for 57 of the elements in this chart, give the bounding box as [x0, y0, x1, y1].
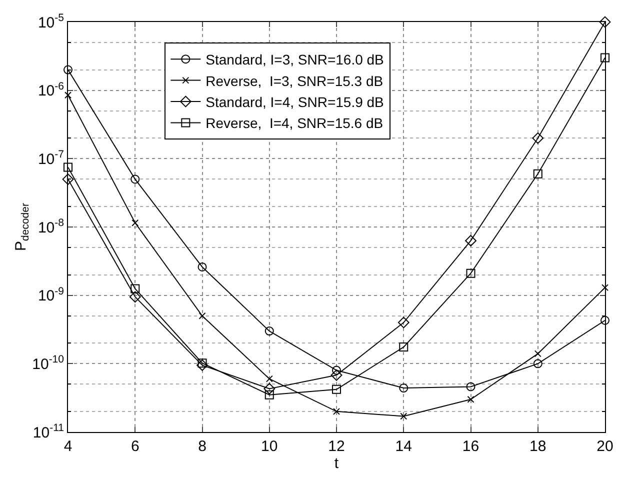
x-tick-label: 16	[462, 438, 480, 455]
point	[64, 65, 72, 74]
x-tick-label: 14	[395, 438, 412, 455]
x-axis-title: t	[334, 455, 340, 472]
point	[198, 358, 207, 368]
point	[130, 284, 140, 294]
point	[330, 369, 342, 381]
y-tick-label: 10$^{-10}$	[32, 354, 64, 373]
point	[466, 268, 476, 278]
x-tick-label: 10	[261, 438, 278, 455]
point	[600, 53, 610, 62]
point	[332, 366, 341, 375]
legend-label: Standard, I=4, SNR=15.9 dB	[206, 94, 384, 110]
point	[266, 375, 273, 382]
point	[399, 342, 408, 352]
point	[264, 326, 274, 336]
point	[400, 412, 408, 420]
y-tick-label: 10$^{-5}$	[38, 12, 64, 32]
point	[465, 235, 476, 246]
point	[399, 384, 408, 393]
y-tick-label: 10$^{-9}$	[38, 285, 64, 305]
x-tick-label: 6	[130, 438, 140, 455]
y-tick-label: 10$^{-6}$	[38, 80, 64, 100]
point	[600, 316, 610, 325]
point	[602, 284, 608, 292]
point	[534, 350, 542, 358]
x-tick-label: 4	[64, 438, 72, 455]
x-tick-label: 12	[328, 438, 345, 455]
legend-label: Reverse, I=3, SNR=15.3 dB	[206, 72, 384, 89]
point	[196, 359, 208, 371]
point	[599, 16, 611, 28]
legend-label: Reverse, I=4, SNR=15.6 dB	[206, 115, 384, 132]
x-tick-label: 8	[198, 438, 206, 455]
point	[264, 383, 276, 394]
point	[198, 262, 207, 272]
legend-label: Standard, I=3, SNR=16.0 dB	[206, 52, 384, 68]
point	[467, 396, 474, 403]
point	[130, 174, 140, 184]
y-tick-label: 10$^{-11}$	[32, 422, 64, 442]
point	[398, 316, 410, 328]
point	[132, 219, 139, 226]
point	[533, 359, 542, 368]
point	[64, 92, 72, 99]
y-tick-label: 10$^{-7}$	[38, 148, 64, 168]
point	[466, 382, 476, 392]
x-tick-label: 18	[530, 438, 546, 455]
point	[198, 312, 206, 320]
point	[64, 162, 72, 172]
point	[333, 408, 340, 415]
point	[332, 384, 341, 394]
point	[129, 291, 141, 303]
y-tick-label: 10$^{-8}$	[38, 216, 64, 236]
x-tick-label: 20	[596, 438, 614, 455]
point	[264, 390, 274, 400]
point	[532, 132, 544, 144]
point	[62, 174, 74, 185]
point	[533, 169, 542, 178]
